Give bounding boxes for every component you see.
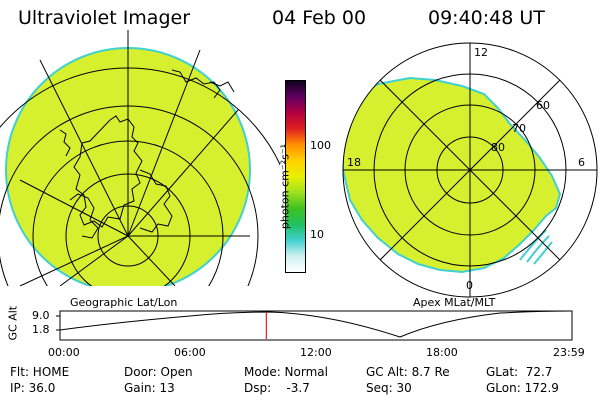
instrument-title: Ultraviolet Imager xyxy=(18,7,191,29)
alt-axis-label: GC Alt xyxy=(6,305,20,341)
alt-y-low: 1.8 xyxy=(32,323,50,336)
mlt-6-label: 6 xyxy=(578,156,585,169)
coastlines xyxy=(59,69,235,239)
x-tick-4: 23:59 xyxy=(553,346,585,359)
glat-readout: GLat: 72.7 xyxy=(486,365,553,379)
colorbar-tick-10: 10 xyxy=(310,228,324,241)
door-readout: Door: Open xyxy=(124,365,193,379)
mlt-18-label: 18 xyxy=(347,156,361,169)
x-tick-0: 00:00 xyxy=(48,346,80,359)
x-tick-2: 12:00 xyxy=(300,346,332,359)
gc-alt-readout: GC Alt: 8.7 Re xyxy=(366,365,450,379)
alt-y-high: 9.0 xyxy=(32,309,50,322)
date-label: 04 Feb 00 xyxy=(272,7,367,29)
x-tick-3: 18:00 xyxy=(426,346,458,359)
colorbar xyxy=(285,80,306,273)
mlt-12-label: 12 xyxy=(474,46,488,59)
mlat-70-label: 70 xyxy=(512,122,526,135)
mlat-80-label: 80 xyxy=(491,141,505,154)
colorbar-unit-label: photon cm⁻²s⁻¹ xyxy=(278,143,292,230)
mlat-mlt-grid xyxy=(342,42,598,298)
altitude-curve xyxy=(59,310,573,338)
right-panel-caption: Apex MLat/MLT xyxy=(413,296,496,309)
flt-readout: Flt: HOME xyxy=(10,365,70,379)
mlt-0-label: 0 xyxy=(466,279,473,292)
magnetic-image xyxy=(342,42,598,298)
mlat-60-label: 60 xyxy=(536,99,550,112)
dsp-readout: Dsp: -3.7 xyxy=(244,381,310,395)
seq-readout: Seq: 30 xyxy=(366,381,412,395)
glon-readout: GLon: 172.9 xyxy=(486,381,559,395)
altitude-plot xyxy=(56,310,573,341)
time-label: 09:40:48 UT xyxy=(428,7,545,29)
x-tick-1: 06:00 xyxy=(174,346,206,359)
gain-readout: Gain: 13 xyxy=(124,381,175,395)
ip-readout: IP: 36.0 xyxy=(10,381,56,395)
left-panel-caption: Geographic Lat/Lon xyxy=(70,296,178,309)
geographic-image xyxy=(0,30,280,286)
colorbar-tick-100: 100 xyxy=(310,139,331,152)
mode-readout: Mode: Normal xyxy=(244,365,328,379)
lat-lon-grid xyxy=(0,30,280,286)
